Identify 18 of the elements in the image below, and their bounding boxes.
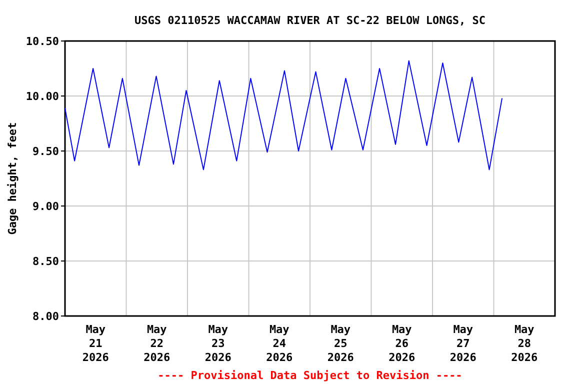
- y-tick-label: 10.00: [26, 90, 59, 103]
- x-tick-label: May 24 2026: [266, 323, 293, 364]
- line-series: [64, 60, 503, 170]
- x-tick-label: May 25 2026: [327, 323, 354, 364]
- y-tick-label: 10.50: [26, 35, 59, 48]
- x-tick-label: May 27 2026: [450, 323, 477, 364]
- x-tick-label: May 28 2026: [511, 323, 538, 364]
- text: ---- Provisional Data Subject to Revision ----: [158, 369, 462, 382]
- y-tick-label: 9.50: [32, 145, 59, 158]
- y-tick-label: 8.00: [32, 310, 59, 323]
- chart-title: USGS 02110525 WACCAMAW RIVER AT SC-22 BELOW LONGS, SC: [134, 14, 486, 27]
- y-axis-title: Gage height, feet: [6, 122, 19, 235]
- y-tick-label: 9.00: [32, 200, 59, 213]
- y-tick-label: 8.50: [32, 255, 59, 268]
- x-tick-label: May 26 2026: [388, 323, 416, 364]
- x-tick-label: May 22 2026: [144, 323, 170, 364]
- x-tick-label: May 21 2026: [82, 323, 110, 364]
- x-tick-label: May 23 2026: [204, 323, 232, 364]
